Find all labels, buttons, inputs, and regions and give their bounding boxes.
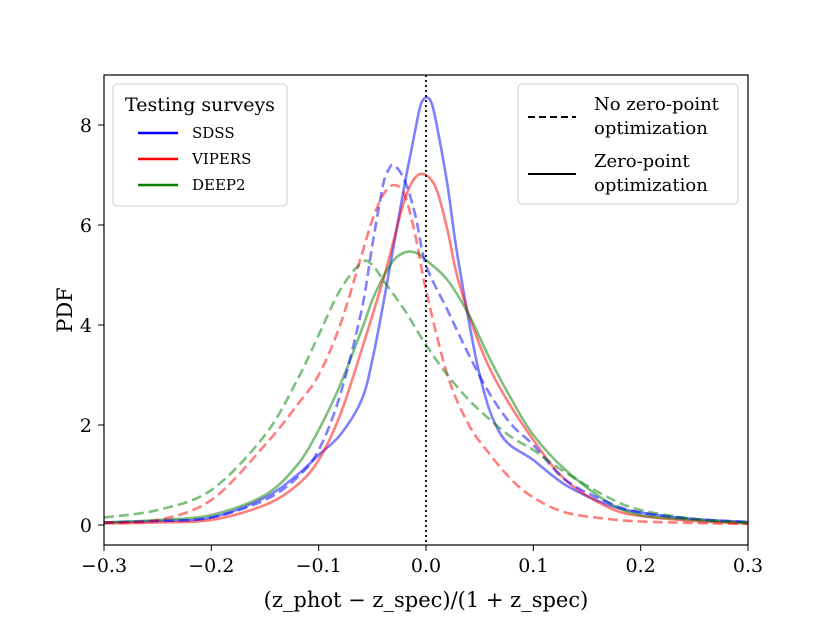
- y-axis: 0 2 4 6 8: [80, 115, 104, 537]
- legend-surveys-frame: [112, 83, 288, 207]
- x-tick-label: −0.1: [296, 555, 342, 577]
- y-tick-label: 2: [80, 415, 92, 437]
- x-tick-label: 0.0: [411, 555, 441, 577]
- x-tick-label: −0.2: [188, 555, 234, 577]
- legend-solid-label-line1: Zero-point: [594, 151, 690, 172]
- y-tick-label: 8: [80, 115, 92, 137]
- legend-dashed-label-line2: optimization: [594, 118, 708, 139]
- x-tick-label: −0.3: [81, 555, 127, 577]
- legend-styles: No zero-point optimization Zero-point op…: [517, 83, 739, 205]
- y-tick-label: 6: [80, 215, 92, 237]
- curves-group: [104, 96, 748, 526]
- y-tick-label: 4: [80, 315, 92, 337]
- legend-label-deep2: DEEP2: [192, 176, 246, 194]
- x-tick-label: 0.2: [626, 555, 656, 577]
- series-sdss-dashed: [104, 163, 748, 524]
- legend-dashed-label-line1: No zero-point: [594, 94, 720, 115]
- series-deep2-dashed: [104, 259, 748, 524]
- legend-label-sdss: SDSS: [192, 124, 235, 142]
- series-deep2-solid: [104, 250, 748, 525]
- x-axis: −0.3 −0.2 −0.1 0.0 0.1 0.2 0.3: [81, 545, 763, 577]
- x-tick-label: 0.3: [733, 555, 763, 577]
- y-axis-label: PDF: [53, 287, 77, 333]
- legend-label-vipers: VIPERS: [191, 150, 251, 168]
- y-tick-label: 0: [80, 515, 92, 537]
- x-tick-label: 0.1: [518, 555, 548, 577]
- legend-solid-label-line2: optimization: [594, 175, 708, 196]
- x-axis-label: (z_phot − z_spec)/(1 + z_spec): [264, 588, 589, 612]
- legend-surveys: Testing surveys SDSS VIPERS DEEP2: [112, 83, 288, 207]
- series-vipers-dashed: [104, 183, 748, 526]
- legend-surveys-title: Testing surveys: [125, 94, 275, 116]
